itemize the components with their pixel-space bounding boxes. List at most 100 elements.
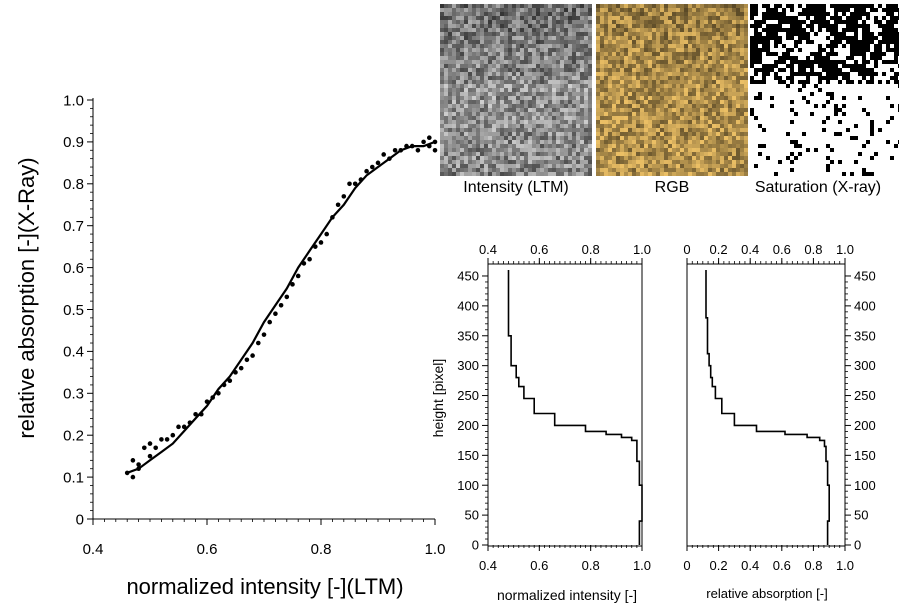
c2-profile-line (705, 270, 830, 545)
c1-x-tick-label: 0.4 (479, 558, 497, 573)
c2-x-top-tick-label: 0.8 (804, 242, 822, 257)
c0-data-point (381, 152, 387, 157)
c0-data-point (347, 181, 352, 187)
c0-data-point (284, 294, 290, 300)
c1-x-top-tick-label: 1.0 (633, 242, 651, 257)
c2-y-tick-label: 0 (854, 538, 861, 553)
c0-data-point (364, 168, 369, 174)
c1-y-tick-label: 50 (465, 508, 479, 523)
c2-x-tick-label: 1.0 (836, 558, 854, 573)
c0-data-point (370, 164, 375, 170)
c2-y-tick-label: 450 (854, 269, 876, 284)
c1-x-tick-label: 0.8 (582, 558, 600, 573)
c0-data-point (375, 160, 381, 166)
c2-x-tick-label: 0.4 (741, 558, 759, 573)
c1-x-tick-label: 0.6 (530, 558, 548, 573)
c0-y-tick-label: 0.8 (63, 176, 84, 193)
c2-y-tick-label: 200 (854, 418, 876, 433)
c2-y-tick-label: 400 (854, 298, 876, 313)
c0-data-point (164, 437, 170, 442)
c0-data-point (193, 411, 198, 417)
c0-y-tick-label: 0.2 (63, 427, 84, 444)
c1-x-tick-label: 1.0 (633, 558, 651, 573)
c1-y-tick-label: 0 (472, 538, 479, 553)
c0-y-tick-label: 0 (76, 511, 84, 528)
saturation-xray-label: Saturation (X-ray) (754, 179, 882, 196)
c0-y-tick-label: 0.1 (63, 469, 84, 486)
c0-data-point (273, 311, 278, 316)
c0-y-tick-label: 1.0 (63, 92, 84, 109)
c1-y-axis-label: height [pixel] (430, 359, 446, 438)
c0-data-point (427, 135, 432, 141)
c1-y-tick-label: 300 (457, 358, 479, 373)
c2-y-tick-label: 150 (854, 448, 876, 463)
c0-data-point (290, 282, 295, 287)
c0-data-point (176, 424, 181, 430)
c0-data-point (153, 445, 158, 451)
c2-x-top-tick-label: 0.4 (741, 242, 759, 257)
c0-x-axis-label: normalized intensity [-](LTM) (126, 574, 403, 599)
c2-x-tick-label: 0.8 (804, 558, 822, 573)
c1-x-axis-label: normalized intensity [-] (497, 587, 637, 603)
c2-y-tick-label: 350 (854, 328, 876, 343)
c2-x-top-tick-label: 0.6 (773, 242, 791, 257)
intensity-ltm-image (440, 4, 592, 176)
c1-x-top-tick-label: 0.8 (582, 242, 600, 257)
c1-y-tick-label: 100 (457, 478, 479, 493)
c0-y-tick-label: 0.7 (63, 218, 84, 235)
c2-y-tick-label: 50 (854, 508, 868, 523)
c0-data-point (130, 458, 136, 463)
c0-data-point (147, 441, 153, 446)
c1-frame (487, 263, 643, 547)
c2-x-top-tick-label: 0.2 (710, 242, 728, 257)
c0-data-point (261, 332, 267, 337)
c0-data-point (244, 357, 250, 363)
c0-y-tick-label: 0.4 (63, 344, 84, 361)
c0-data-point (415, 147, 421, 153)
c0-data-point (250, 353, 255, 358)
c0-data-point (136, 462, 141, 467)
c2-x-axis-label: relative absorption [-] (706, 586, 827, 601)
intensity-ltm-label: Intensity (LTM) (463, 179, 569, 196)
c0-data-point (324, 231, 330, 237)
c0-data-point (432, 147, 438, 153)
intensity-profile-chart: 0 50 100 150 200 250 300 350 400 450 0.4 0.6 0.8 1.0… (430, 242, 651, 603)
c0-data-point (341, 194, 347, 199)
c0-y-tick-label: 0.9 (63, 134, 84, 151)
c0-data-point (130, 474, 136, 480)
c0-x-tick-label: 1.0 (425, 541, 446, 558)
c2-x-top-tick-label: 1.0 (836, 242, 854, 257)
c0-data-point (255, 340, 261, 346)
c1-y-tick-label: 200 (457, 418, 479, 433)
c1-y-tick-label: 350 (457, 328, 479, 343)
c0-x-tick-label: 0.6 (197, 541, 218, 558)
c0-data-point (147, 453, 153, 459)
c2-x-top-tick-label: 0 (683, 242, 690, 257)
c1-y-tick-label: 250 (457, 388, 479, 403)
c0-data-point (238, 365, 244, 371)
c0-y-tick-label: 0.3 (63, 386, 84, 403)
absorption-vs-intensity-chart: 0 0.1 0.2 0.3 0.4 0.5 0.6 0.7 0.8 0.9 1.0 0.4 0.6 0.… (14, 92, 445, 599)
c0-data-point (170, 432, 176, 438)
c1-profile-line (507, 270, 643, 545)
c0-data-point (278, 303, 284, 308)
c2-x-tick-label: 0 (683, 558, 690, 573)
c0-data-point (142, 445, 147, 451)
c2-y-tick-label: 100 (854, 478, 876, 493)
c0-data-point (318, 240, 324, 245)
rgb-image (596, 4, 748, 176)
c0-data-point (335, 202, 341, 208)
c0-x-tick-label: 0.8 (311, 541, 332, 558)
c1-y-tick-label: 150 (457, 448, 479, 463)
c1-x-top-tick-label: 0.4 (479, 242, 497, 257)
c2-x-tick-label: 0.6 (773, 558, 791, 573)
c0-data-point (307, 256, 312, 262)
c0-data-point (227, 378, 233, 384)
rgb-label: RGB (654, 179, 690, 196)
c0-data-point (267, 319, 273, 325)
c0-fitted-curve (126, 140, 436, 474)
saturation-xray-image (750, 4, 899, 176)
c0-y-axis-label: relative absorption [-](X-Ray) (14, 157, 39, 438)
c2-x-tick-label: 0.2 (710, 558, 728, 573)
